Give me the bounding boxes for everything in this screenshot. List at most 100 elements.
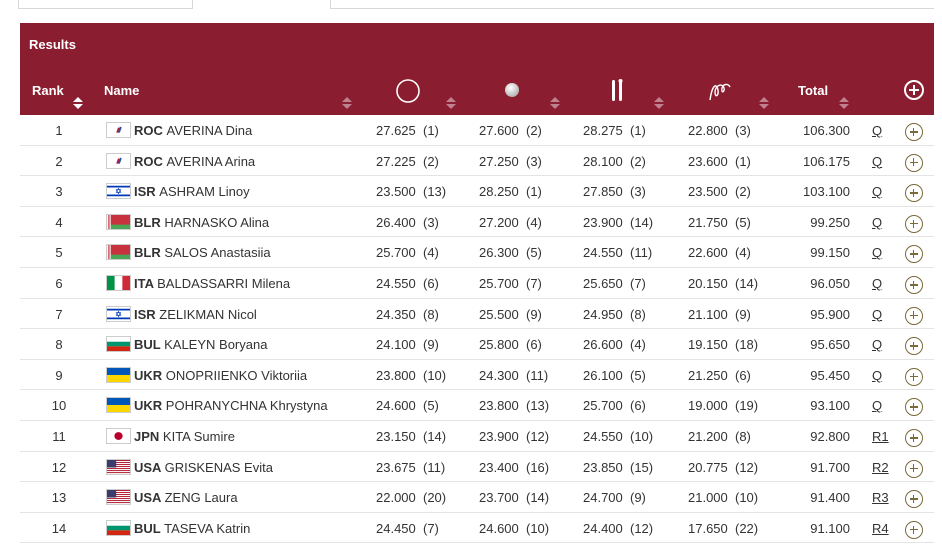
score-value: 23.500 [376, 184, 416, 200]
expand-all-icon[interactable] [904, 80, 924, 100]
bul-flag-icon [106, 336, 131, 353]
ball-sort-icon[interactable] [550, 97, 560, 111]
athlete-name[interactable]: BALDASSARRI Milena [157, 275, 291, 291]
ribbon-sort-icon[interactable] [759, 97, 769, 111]
qualification-status[interactable]: Q [872, 337, 883, 353]
athlete-name[interactable]: GRISKENAS Evita [164, 459, 273, 475]
name-sort-icon[interactable] [342, 97, 352, 111]
athlete-name[interactable]: ONOPRIIENKO Viktoriia [165, 367, 308, 383]
table-row[interactable]: 1 ROC AVERINA Dina 27.625 (1) 27.600 (2)… [20, 115, 934, 146]
qualification-status[interactable]: Q [872, 214, 883, 230]
qualification-status[interactable]: Q [872, 153, 883, 169]
score-value: 23.800 [376, 367, 416, 383]
expand-row-icon[interactable] [905, 459, 923, 478]
hoop-score: 23.500 (13) [360, 184, 455, 199]
score-rank: (22) [735, 520, 759, 536]
expand-row-icon[interactable] [905, 214, 923, 233]
table-row[interactable]: 2 ROC AVERINA Arina 27.225 (2) 27.250 (3… [20, 146, 934, 177]
expand-row-icon[interactable] [905, 306, 923, 325]
athlete-name[interactable]: AVERINA Dina [166, 123, 253, 138]
expand-row-icon[interactable] [905, 337, 923, 356]
score-value: 25.700 [583, 398, 623, 414]
table-row[interactable]: 14 BUL TASEVA Katrin 24.450 (7) 24.600 (… [20, 513, 934, 544]
qualification-status[interactable]: R2 [872, 459, 889, 475]
athlete-name[interactable]: SALOS Anastasiia [164, 245, 271, 261]
qualification-status[interactable]: Q [872, 398, 883, 414]
score-value: 26.400 [376, 214, 416, 230]
ball-score: 23.700 (14) [463, 490, 558, 505]
table-row[interactable]: 8 BUL KALEYN Boryana 24.100 (9) 25.800 (… [20, 329, 934, 360]
qualification-status[interactable]: R3 [872, 490, 889, 506]
results-table: Results Rank Name Total 1 ROC A [20, 23, 934, 544]
qualification-status[interactable]: Q [872, 306, 883, 322]
athlete-name[interactable]: TASEVA Katrin [164, 520, 251, 536]
expand-row-icon[interactable] [905, 367, 923, 386]
expand-row-icon[interactable] [905, 490, 923, 509]
name-column-header[interactable]: Name [104, 83, 140, 98]
usa-flag-icon [106, 489, 131, 506]
expand-row-icon[interactable] [905, 520, 923, 539]
roc-flag-icon [106, 122, 131, 138]
table-row[interactable]: 10 UKR POHRANYCHNA Khrystyna 24.600 (5) … [20, 390, 934, 421]
expand-row-icon[interactable] [905, 245, 923, 264]
expand-row-icon[interactable] [905, 275, 923, 294]
athlete-name[interactable]: AVERINA Arina [166, 153, 256, 169]
score-rank: (3) [630, 184, 646, 200]
score-value: 21.000 [688, 490, 728, 506]
noc-code: ROC [134, 153, 163, 169]
clubs-sort-icon[interactable] [654, 97, 664, 111]
athlete-name[interactable]: ZENG Laura [164, 490, 238, 506]
ribbon-score: 21.250 (6) [672, 368, 767, 383]
score-value: 27.600 [479, 123, 519, 138]
athlete-name[interactable]: POHRANYCHNA Khrystyna [165, 398, 328, 414]
athlete-name[interactable]: HARNASKO Alina [164, 214, 270, 230]
score-value: 21.250 [688, 367, 728, 383]
table-row[interactable]: 5 BLR SALOS Anastasiia 25.700 (4) 26.300… [20, 237, 934, 268]
qualification-status[interactable]: R4 [872, 520, 889, 536]
score-value: 23.850 [583, 459, 623, 475]
ribbon-score: 22.600 (4) [672, 245, 767, 260]
hoop-score: 24.350 (8) [360, 307, 455, 322]
rank-column-header[interactable]: Rank [32, 83, 64, 98]
table-row[interactable]: 12 USA GRISKENAS Evita 23.675 (11) 23.40… [20, 452, 934, 483]
table-row[interactable]: 4 BLR HARNASKO Alina 26.400 (3) 27.200 (… [20, 207, 934, 238]
qualification-status[interactable]: Q [872, 184, 883, 200]
tab-left[interactable] [18, 0, 193, 9]
expand-row-icon[interactable] [905, 428, 923, 447]
score-value: 24.950 [583, 306, 623, 322]
qualification-status[interactable]: Q [872, 123, 883, 138]
score-value: 24.700 [583, 490, 623, 506]
expand-row-icon[interactable] [905, 184, 923, 203]
table-row[interactable]: 13 USA ZENG Laura 22.000 (20) 23.700 (14… [20, 482, 934, 513]
score-rank: (2) [526, 123, 542, 138]
table-row[interactable]: 7 ISR ZELIKMAN Nicol 24.350 (8) 25.500 (… [20, 299, 934, 330]
athlete-name[interactable]: ASHRAM Linoy [159, 184, 250, 200]
qualification-status[interactable]: Q [872, 367, 883, 383]
hoop-sort-icon[interactable] [446, 97, 456, 111]
table-row[interactable]: 6 ITA BALDASSARRI Milena 24.550 (6) 25.7… [20, 268, 934, 299]
total-column-header[interactable]: Total [798, 83, 829, 98]
tab-right[interactable] [330, 0, 934, 9]
expand-row-icon[interactable] [905, 153, 923, 172]
qualification-status[interactable]: R1 [872, 428, 889, 444]
ribbon-score: 21.200 (8) [672, 429, 767, 444]
score-rank: (2) [735, 184, 751, 200]
ribbon-score: 23.500 (2) [672, 184, 767, 199]
athlete-name[interactable]: ZELIKMAN Nicol [159, 306, 257, 322]
clubs-score: 28.275 (1) [567, 123, 662, 138]
ball-score: 23.400 (16) [463, 460, 558, 475]
table-row[interactable]: 9 UKR ONOPRIIENKO Viktoriia 23.800 (10) … [20, 360, 934, 391]
expand-row-icon[interactable] [905, 123, 923, 141]
athlete-name[interactable]: KITA Sumire [162, 428, 235, 444]
ball-score: 27.200 (4) [463, 215, 558, 230]
table-row[interactable]: 11 JPN KITA Sumire 23.150 (14) 23.900 (1… [20, 421, 934, 452]
expand-row-icon[interactable] [905, 398, 923, 417]
total-sort-icon[interactable] [839, 97, 849, 111]
athlete-name[interactable]: KALEYN Boryana [164, 337, 268, 353]
score-rank: (5) [630, 367, 646, 383]
qualification-status[interactable]: Q [872, 275, 883, 291]
table-row[interactable]: 3 ISR ASHRAM Linoy 23.500 (13) 28.250 (1… [20, 176, 934, 207]
qualification-status[interactable]: Q [872, 245, 883, 261]
rank-sort-icon[interactable] [73, 97, 83, 111]
noc-cell: UKR ONOPRIIENKO Viktoriia [134, 368, 307, 383]
